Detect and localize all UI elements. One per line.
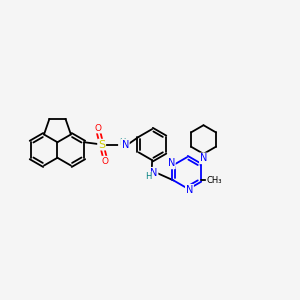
Text: O: O [102, 157, 109, 166]
Text: N: N [186, 185, 193, 195]
Text: H: H [119, 138, 125, 147]
Text: S: S [98, 140, 105, 150]
Text: O: O [94, 124, 102, 133]
Text: CH₃: CH₃ [206, 176, 222, 185]
Text: N: N [200, 153, 207, 164]
Text: H: H [145, 172, 151, 181]
Text: N: N [150, 168, 158, 178]
Text: N: N [122, 140, 129, 150]
Text: N: N [167, 158, 175, 168]
